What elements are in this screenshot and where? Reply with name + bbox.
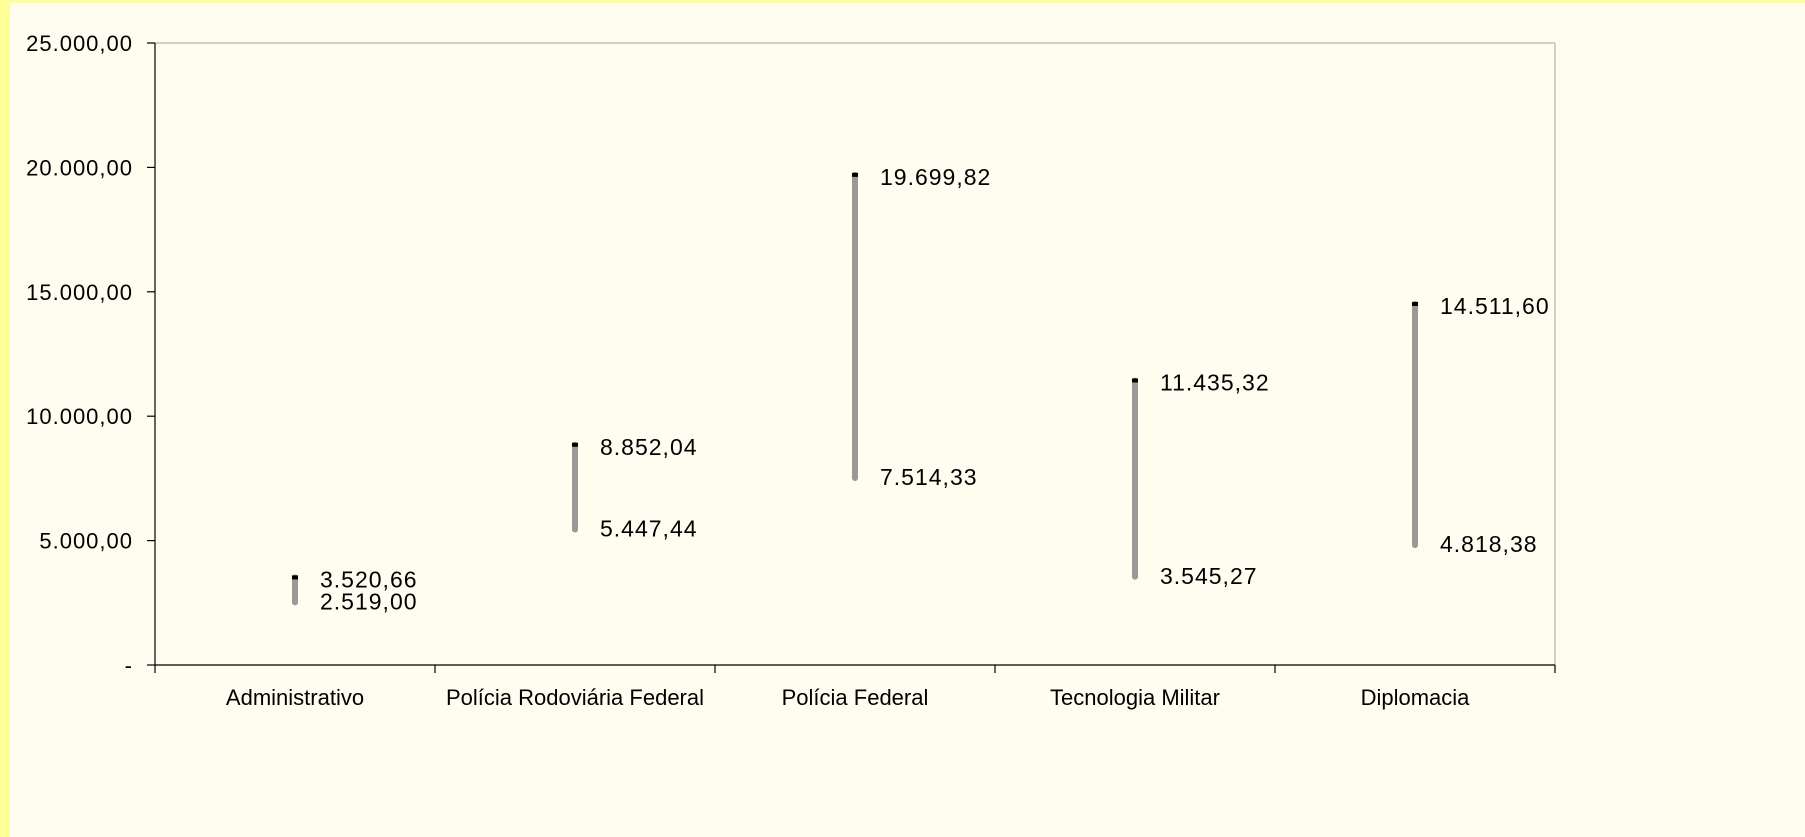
x-category-label: Administrativo xyxy=(226,685,364,710)
high-marker xyxy=(572,442,578,447)
high-value-label: 11.435,32 xyxy=(1160,369,1270,395)
high-marker xyxy=(1132,378,1138,383)
x-category-label: Polícia Rodoviária Federal xyxy=(446,685,704,710)
high-value-label: 19.699,82 xyxy=(880,164,991,190)
low-value-label: 3.545,27 xyxy=(1160,563,1258,589)
high-marker xyxy=(1412,301,1418,306)
low-value-label: 2.519,00 xyxy=(320,588,418,614)
range-item: 19.699,82 7.514,33 xyxy=(852,164,991,490)
range-chart: - 5.000,00 10.000,00 15.000,00 20.000,00 25.0… xyxy=(26,31,1556,710)
range-series: 3.520,662.519,00 8.852,04 5.447,44 19.699,8… xyxy=(292,164,1550,614)
high-marker xyxy=(852,172,858,177)
y-axis: - 5.000,00 10.000,00 15.000,00 20.000,00 25.0… xyxy=(26,31,156,678)
high-value-label: 14.511,60 xyxy=(1440,293,1550,319)
y-tick-label: 5.000,00 xyxy=(39,529,133,554)
range-item: 11.435,32 3.545,27 xyxy=(1132,369,1270,589)
low-value-label: 4.818,38 xyxy=(1440,531,1538,557)
low-value-label: 5.447,44 xyxy=(600,515,698,541)
range-item: 8.852,04 5.447,44 xyxy=(572,434,698,541)
y-tick-label: 15.000,00 xyxy=(26,280,133,305)
x-category-label: Diplomacia xyxy=(1361,685,1471,710)
range-item: 3.520,662.519,00 xyxy=(292,566,418,614)
x-category-label: Tecnologia Militar xyxy=(1050,685,1220,710)
y-tick-label: 25.000,00 xyxy=(26,31,133,56)
x-axis: Administrativo Polícia Rodoviária Federal… xyxy=(154,664,1556,710)
y-tick-label: 20.000,00 xyxy=(26,155,133,180)
y-tick-label: 10.000,00 xyxy=(26,404,133,429)
x-category-label: Polícia Federal xyxy=(782,685,929,710)
high-marker xyxy=(292,575,298,580)
y-tick-label: - xyxy=(125,653,133,678)
low-value-label: 7.514,33 xyxy=(880,464,978,490)
high-value-label: 8.852,04 xyxy=(600,434,698,460)
high-value-label: 3.520,66 xyxy=(320,566,418,592)
plot-frame xyxy=(155,42,1556,665)
range-item: 14.511,60 4.818,38 xyxy=(1412,293,1550,557)
